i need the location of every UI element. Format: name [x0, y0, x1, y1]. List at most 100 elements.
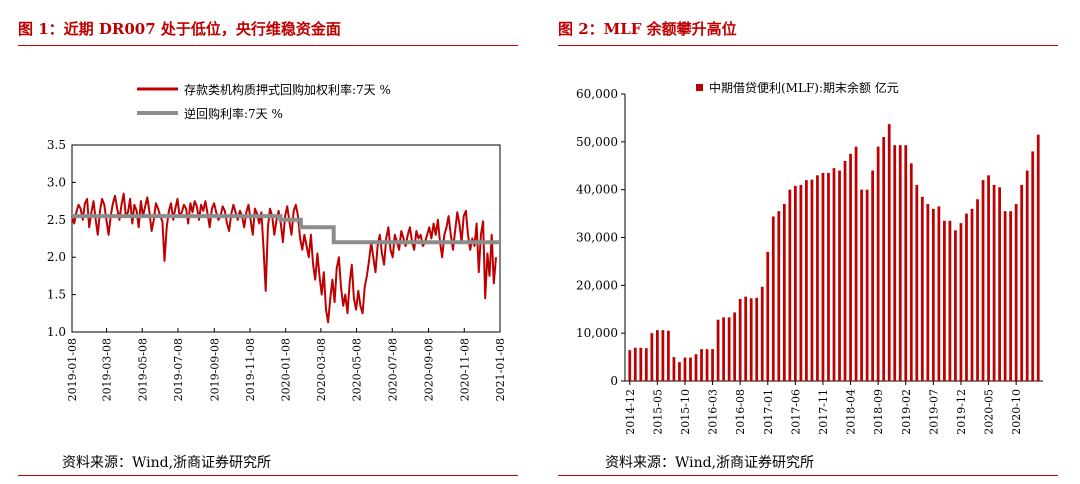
- mlf-bar: [920, 196, 924, 381]
- x-tick-label: 2020-05: [983, 389, 996, 435]
- mlf-bar: [898, 145, 902, 381]
- mlf-bar: [733, 312, 737, 381]
- x-tick-label: 2018-04: [845, 389, 858, 435]
- y-tick-label: 3.0: [47, 175, 66, 189]
- mlf-bar: [937, 206, 941, 381]
- figure-1-bottom-rule: [18, 475, 518, 476]
- mlf-bar: [771, 216, 775, 381]
- mlf-bar: [1031, 151, 1035, 381]
- mlf-bar: [821, 172, 825, 381]
- mlf-bar: [832, 168, 836, 381]
- mlf-bar: [965, 213, 968, 381]
- y-tick-label: 20,000: [576, 278, 618, 292]
- figure-1-title-rule: [18, 45, 518, 46]
- mlf-bar: [926, 204, 930, 381]
- dr007-line-chart: 1.0 1.5 2.0 2.5 3.0 3.5 2019-01-08 2019-03-08 20…: [47, 82, 507, 401]
- reverse-repo-series-line: [72, 214, 500, 245]
- figure-2-panel: 图 2：MLF 余额攀升高位 0 10,000 20,000 30,000 40,000…: [540, 0, 1080, 484]
- mlf-bar: [727, 317, 731, 381]
- plot-frame: [71, 144, 501, 333]
- x-tick-label: 2017-06: [789, 389, 802, 435]
- mlf-bar: [716, 319, 720, 381]
- mlf-bar: [843, 160, 847, 381]
- y-tick-label: 2.0: [47, 250, 66, 264]
- mlf-bar: [639, 347, 643, 381]
- y-tick-label: 0: [610, 374, 618, 388]
- mlf-bar: [777, 211, 781, 381]
- mlf-bar: [749, 298, 753, 381]
- mlf-bar: [1036, 134, 1040, 381]
- figure-1-source: 资料来源：Wind,浙商证券研究所: [62, 455, 272, 471]
- mlf-bar-chart: 0 10,000 20,000 30,000 40,000 50,000 60,000 201…: [576, 80, 1043, 435]
- mlf-bar: [987, 175, 990, 381]
- mlf-bar: [876, 146, 880, 381]
- mlf-bar: [782, 204, 786, 381]
- mlf-bar: [893, 145, 897, 381]
- x-tick-label: 2019-07: [927, 389, 940, 435]
- mlf-bar: [871, 170, 875, 381]
- figure-1-title: 图 1：近期 DR007 处于低位，央行维稳资金面: [18, 20, 341, 38]
- mlf-bar: [628, 350, 632, 381]
- mlf-bar: [633, 347, 637, 381]
- mlf-bar: [672, 357, 676, 381]
- legend-swatch-mlf: [696, 84, 703, 91]
- x-tick-label: 2015-10: [679, 389, 692, 435]
- mlf-bar: [860, 189, 863, 381]
- mlf-bar: [711, 349, 714, 381]
- mlf-bar: [744, 296, 748, 381]
- x-tick-label: 2020-11-08: [458, 338, 471, 401]
- mlf-bar: [655, 330, 659, 381]
- mlf-bar: [805, 180, 808, 381]
- mlf-bar: [838, 170, 841, 381]
- mlf-bar: [849, 153, 852, 381]
- y-tick-label: 2.5: [47, 213, 66, 227]
- x-tick-label: 2016-08: [734, 389, 747, 435]
- mlf-bar: [981, 180, 985, 381]
- mlf-bar: [678, 362, 681, 381]
- mlf-bar: [705, 349, 709, 381]
- mlf-bar: [661, 330, 665, 381]
- mlf-bar: [882, 137, 886, 381]
- mlf-bar: [755, 297, 759, 381]
- x-tick-label: 2019-07-08: [172, 338, 185, 401]
- mlf-bar: [683, 357, 687, 381]
- mlf-bar: [954, 230, 957, 381]
- mlf-bar: [1020, 184, 1024, 381]
- y-tick-label: 10,000: [576, 326, 618, 340]
- x-tick-label: 2018-09: [872, 389, 885, 435]
- x-tick-label: 2019-09-08: [208, 338, 221, 401]
- x-tick-label: 2019-02: [900, 389, 913, 435]
- x-tick-label: 2019-11-08: [244, 338, 257, 401]
- mlf-bar: [650, 333, 654, 381]
- mlf-bar: [788, 189, 792, 381]
- x-tick-label: 2014-12: [624, 389, 637, 435]
- mlf-bar: [976, 199, 979, 381]
- mlf-bar: [970, 208, 974, 381]
- figure-2-title-rule: [558, 45, 1058, 46]
- figure-2-bottom-rule: [558, 475, 1058, 476]
- legend-label-reverse-repo: 逆回购利率:7天 %: [184, 106, 283, 121]
- x-tick-label: 2020-05-08: [351, 338, 364, 401]
- mlf-bar: [1014, 204, 1018, 381]
- mlf-bar: [915, 184, 919, 381]
- figure-2-source: 资料来源：Wind,浙商证券研究所: [605, 455, 815, 471]
- mlf-bar: [1009, 211, 1013, 381]
- mlf-bar: [799, 184, 803, 381]
- x-tick-label: 2019-01-08: [66, 338, 79, 401]
- y-tick-label: 60,000: [576, 87, 618, 101]
- mlf-bar: [1003, 211, 1007, 381]
- legend-label-dr007: 存款类机构质押式回购加权利率:7天 %: [184, 82, 391, 97]
- mlf-bar: [644, 348, 648, 381]
- mlf-bar: [865, 189, 869, 381]
- x-tick-label: 2020-07-08: [386, 338, 399, 401]
- mlf-bar: [959, 223, 963, 381]
- mlf-bar: [760, 286, 764, 381]
- mlf-bar: [810, 179, 814, 381]
- mlf-bar: [689, 357, 692, 381]
- x-tick-label: 2020-01-08: [280, 338, 293, 401]
- x-tick-label: 2017-01: [762, 389, 775, 435]
- x-tick-label: 2020-09-08: [423, 338, 436, 401]
- figure-1-panel: 图 1：近期 DR007 处于低位，央行维稳资金面 1.0 1.5 2.0 2.5 3.…: [18, 20, 518, 476]
- mlf-bar: [887, 124, 891, 381]
- mlf-bar: [931, 208, 935, 381]
